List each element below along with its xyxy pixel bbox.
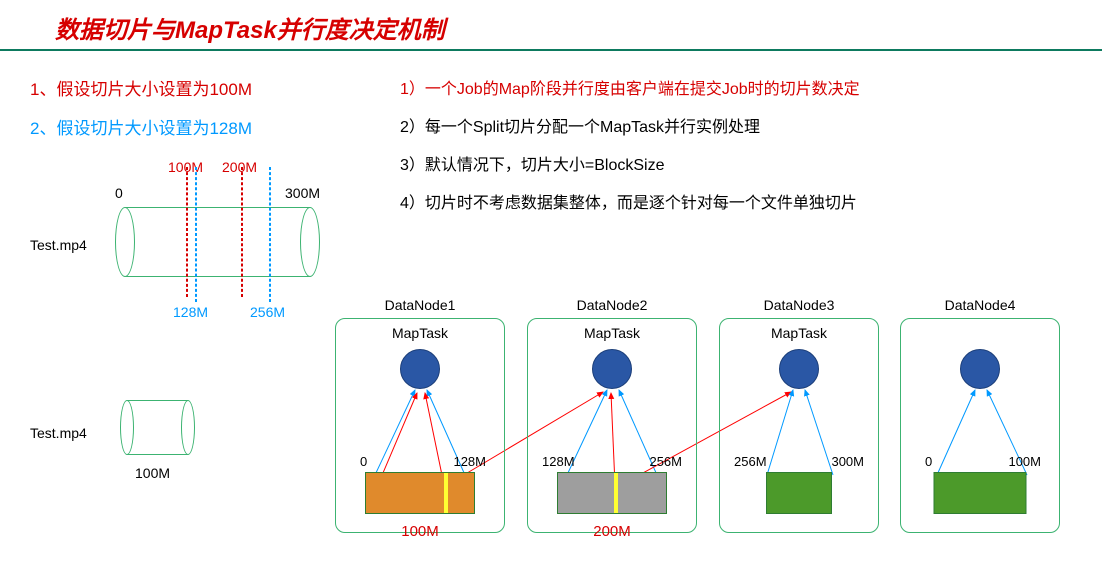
cylinder-big	[115, 207, 320, 277]
page-title: 数据切片与MapTask并行度决定机制	[55, 10, 1102, 45]
datanode-2-title: DataNode2	[528, 297, 696, 313]
datanode-2-task: MapTask	[720, 325, 878, 341]
cylinder-body	[125, 207, 310, 277]
split-label-1: 100M	[336, 523, 504, 540]
cylinder-small-cap-left	[120, 400, 134, 455]
marker-0: 0	[115, 185, 123, 201]
blue-split-line-2	[269, 167, 271, 302]
datanodes-row: DataNode1 MapTask 0 128M 100M DataNode2 …	[335, 300, 1095, 575]
block-1	[365, 472, 475, 514]
cylinder-cap-left	[115, 207, 135, 277]
left-column: 1、假设切片大小设置为100M 2、假设切片大小设置为128M 100M 200…	[30, 75, 360, 339]
range2-l: 128M	[542, 454, 575, 469]
red-split-line-1	[186, 167, 188, 297]
datanode-1-title: DataNode1	[336, 297, 504, 313]
cylinder-small-cap-right	[181, 400, 195, 455]
datanode-4-title: DataNode4	[901, 297, 1059, 313]
marker-100m-small: 100M	[135, 465, 170, 481]
point-2: 2）每一个Split切片分配一个MapTask并行实例处理	[400, 113, 1080, 137]
range4-l: 0	[925, 454, 932, 469]
range1-r: 128M	[453, 454, 486, 469]
datanode-2-task: MapTask	[528, 325, 696, 341]
assumption-1: 1、假设切片大小设置为100M	[30, 75, 360, 100]
datanode-1: DataNode1 MapTask 0 128M 100M	[335, 318, 505, 533]
right-column: 1）一个Job的Map阶段并行度由客户端在提交Job时的切片数决定 2）每一个S…	[400, 75, 1080, 227]
range4-r: 100M	[1008, 454, 1041, 469]
range2-r: 256M	[649, 454, 682, 469]
datanode-1-task: MapTask	[336, 325, 504, 341]
maptask-circle-4	[960, 349, 1000, 389]
cylinder-diagram: 100M 200M 0 300M Test.mp4 128M 256M	[30, 159, 360, 339]
cylinder-small	[120, 400, 195, 455]
split-label-2: 200M	[528, 523, 696, 540]
red-split-line-2	[241, 167, 243, 297]
range1-l: 0	[360, 454, 367, 469]
datanode-3-title: DataNode3	[720, 297, 878, 313]
assumption-2: 2、假设切片大小设置为128M	[30, 114, 360, 139]
cylinder-small-body	[127, 400, 188, 455]
file-label-2: Test.mp4	[30, 425, 87, 441]
point-3: 3）默认情况下，切片大小=BlockSize	[400, 151, 1080, 175]
range3-l: 256M	[734, 454, 767, 469]
marker-200m: 200M	[222, 159, 257, 175]
file-label-1: Test.mp4	[30, 237, 87, 253]
maptask-circle-3	[779, 349, 819, 389]
point-4: 4）切片时不考虑数据集整体，而是逐个针对每一个文件单独切片	[400, 189, 1080, 213]
title-area: 数据切片与MapTask并行度决定机制	[0, 0, 1102, 51]
cylinder-cap-right	[300, 207, 320, 277]
block-4	[934, 472, 1027, 514]
range3-r: 300M	[831, 454, 864, 469]
marker-300m: 300M	[285, 185, 320, 201]
blue-split-line-1	[195, 167, 197, 302]
block-2	[557, 472, 667, 514]
maptask-circle-2	[592, 349, 632, 389]
datanode-4: DataNode4 0 100M	[900, 318, 1060, 533]
marker-128m: 128M	[173, 304, 208, 320]
datanode-2: DataNode2 MapTask 128M 256M 200M	[527, 318, 697, 533]
split-line-2	[614, 473, 618, 513]
point-1: 1）一个Job的Map阶段并行度由客户端在提交Job时的切片数决定	[400, 75, 1080, 99]
marker-256m: 256M	[250, 304, 285, 320]
datanode-3: DataNode3 MapTask 256M 300M	[719, 318, 879, 533]
maptask-circle-1	[400, 349, 440, 389]
split-line-1	[444, 473, 448, 513]
block-3	[766, 472, 832, 514]
small-cylinder-diagram: Test.mp4 100M	[30, 400, 250, 500]
